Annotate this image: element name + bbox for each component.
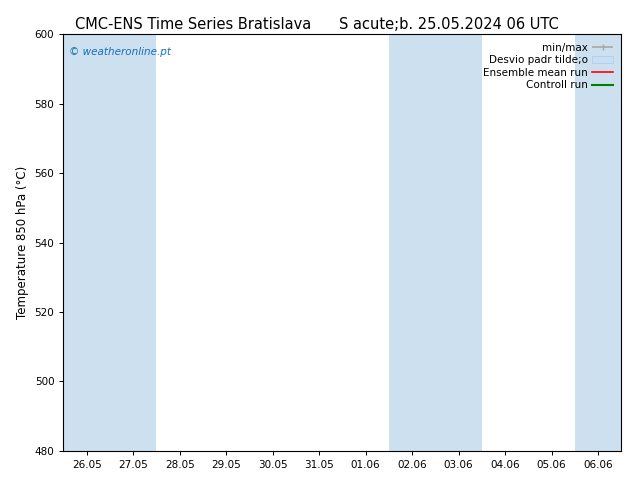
Text: CMC-ENS Time Series Bratislava      S acute;b. 25.05.2024 06 UTC: CMC-ENS Time Series Bratislava S acute;b… xyxy=(75,17,559,32)
Text: © weatheronline.pt: © weatheronline.pt xyxy=(69,47,171,57)
Bar xyxy=(389,34,436,451)
Legend: min/max, Desvio padr tilde;o, Ensemble mean run, Controll run: min/max, Desvio padr tilde;o, Ensemble m… xyxy=(480,40,616,94)
Bar xyxy=(110,34,157,451)
Bar xyxy=(63,34,110,451)
Bar xyxy=(575,34,621,451)
Y-axis label: Temperature 850 hPa (°C): Temperature 850 hPa (°C) xyxy=(16,166,29,319)
Bar xyxy=(436,34,482,451)
